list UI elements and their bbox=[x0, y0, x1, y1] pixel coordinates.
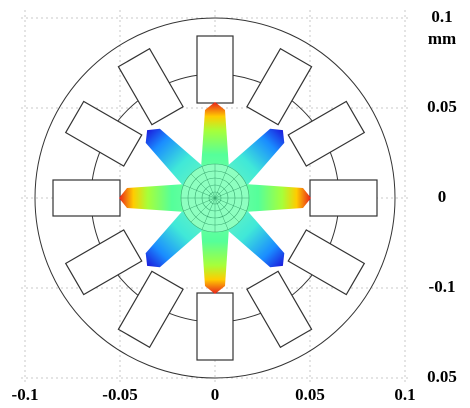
x-tick-label: 0.1 bbox=[394, 385, 415, 404]
coil bbox=[247, 49, 312, 125]
coil bbox=[197, 293, 233, 360]
coil bbox=[66, 101, 142, 166]
y-tick-label: -0.1 bbox=[429, 277, 456, 296]
y-tick-label: 0.05 bbox=[427, 367, 457, 386]
coil bbox=[66, 230, 142, 295]
coil bbox=[53, 180, 120, 216]
coil bbox=[247, 271, 312, 347]
coil bbox=[118, 49, 183, 125]
x-tick-label: 0.05 bbox=[295, 385, 325, 404]
coil bbox=[288, 101, 364, 166]
coil bbox=[288, 230, 364, 295]
coil bbox=[118, 271, 183, 347]
y-tick-label: 0 bbox=[438, 187, 447, 206]
y-unit: mm bbox=[428, 29, 456, 48]
y-tick-label: 0.1 bbox=[431, 7, 452, 26]
geometry bbox=[35, 18, 395, 378]
x-tick-label: -0.05 bbox=[102, 385, 137, 404]
coil bbox=[197, 36, 233, 103]
x-tick-label: 0 bbox=[211, 385, 220, 404]
y-tick-label: 0.05 bbox=[427, 97, 457, 116]
chart: -0.1 -0.05 0 0.05 0.1 0.05 -0.1 0 0.05 0.1 mm bbox=[0, 0, 470, 408]
coil bbox=[310, 180, 377, 216]
x-tick-label: -0.1 bbox=[12, 385, 39, 404]
